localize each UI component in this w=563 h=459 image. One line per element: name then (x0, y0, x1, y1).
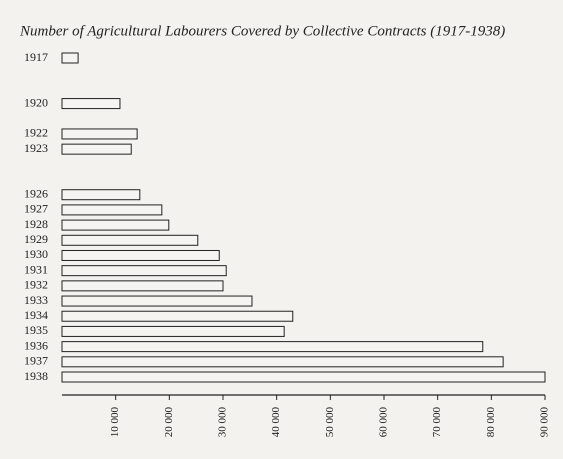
y-tick-label: 1936 (24, 338, 48, 352)
bar (61, 356, 504, 368)
y-tick-label: 1926 (24, 186, 48, 200)
y-tick-label: 1931 (24, 262, 48, 276)
x-tick-label: 20 000 (163, 407, 175, 438)
bar (61, 325, 285, 337)
y-tick-label: 1920 (24, 95, 48, 109)
bar (61, 52, 79, 64)
y-tick-label: 1922 (24, 126, 48, 140)
x-tick-label: 30 000 (217, 407, 229, 438)
y-tick-label: 1933 (24, 293, 48, 307)
bar (61, 249, 220, 261)
x-tick-label: 40 000 (270, 407, 282, 438)
bar (61, 265, 227, 277)
y-tick-label: 1932 (24, 278, 48, 292)
y-tick-label: 1927 (24, 202, 48, 216)
bar (61, 341, 484, 353)
y-tick-label: 1937 (24, 354, 48, 368)
x-tick-label: 10 000 (109, 407, 121, 438)
chart-title: Number of Agricultural Labourers Covered… (19, 23, 505, 39)
y-tick-label: 1930 (24, 247, 48, 261)
x-tick-label: 80 000 (485, 407, 497, 438)
bar (61, 219, 170, 231)
y-tick-label: 1917 (24, 50, 48, 64)
bar (61, 189, 141, 201)
bar (61, 204, 163, 216)
y-tick-label: 1934 (24, 308, 48, 322)
bar (61, 371, 546, 383)
bar (61, 295, 253, 307)
y-tick-label: 1935 (24, 323, 48, 337)
x-tick-label: 60 000 (378, 407, 390, 438)
bar (61, 310, 294, 322)
y-tick-label: 1938 (24, 369, 48, 383)
bar (61, 128, 138, 140)
y-tick-label: 1923 (24, 141, 48, 155)
bar (61, 143, 132, 155)
x-tick-label: 70 000 (431, 407, 443, 438)
bar (61, 98, 121, 110)
y-tick-label: 1928 (24, 217, 48, 231)
bar (61, 234, 199, 246)
x-tick-label: 90 000 (539, 407, 551, 438)
bar (61, 280, 224, 292)
x-tick-label: 50 000 (324, 407, 336, 438)
y-tick-label: 1929 (24, 232, 48, 246)
